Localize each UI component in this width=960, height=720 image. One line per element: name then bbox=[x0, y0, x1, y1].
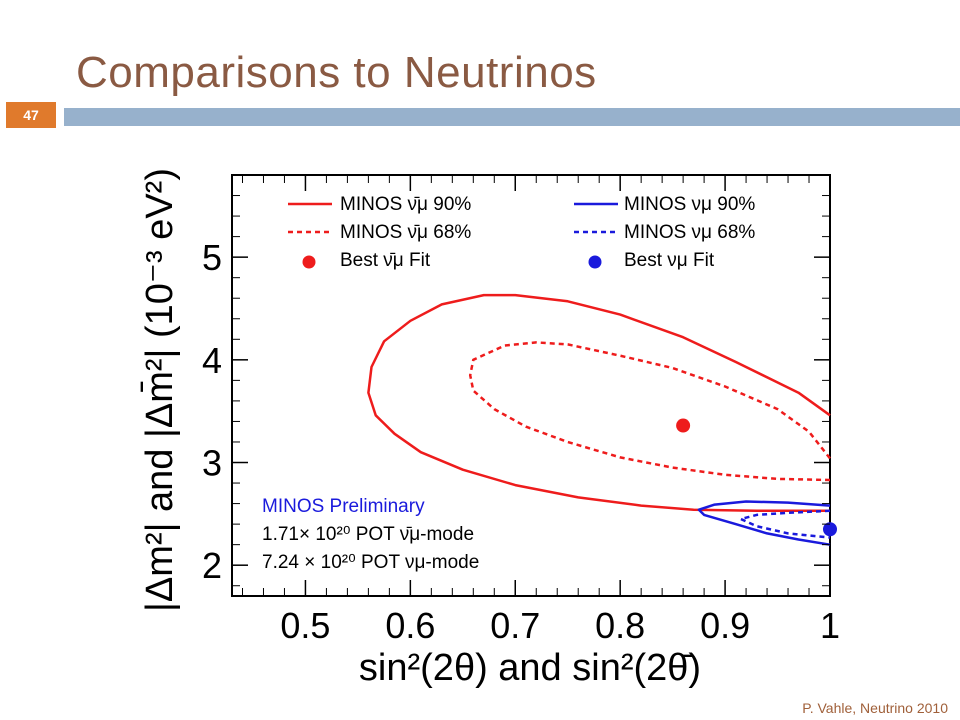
legend-entry-antinu-best: Best ν̄μ Fit bbox=[340, 250, 431, 271]
annotation-line-1: 1.71× 10²⁰ POT ν̄μ-mode bbox=[262, 524, 474, 545]
x-tick-label: 0.8 bbox=[595, 605, 645, 646]
preliminary-annotation: MINOS Preliminary 1.71× 10²⁰ POT ν̄μ-mod… bbox=[262, 496, 479, 573]
best-fit-nu-point bbox=[823, 522, 837, 537]
title-accent-bar bbox=[64, 108, 960, 126]
legend-marker-antinu-best bbox=[302, 255, 316, 269]
legend-marker-nu-best bbox=[588, 255, 602, 269]
x-tick-label: 0.6 bbox=[385, 605, 435, 646]
y-tick-label: 4 bbox=[202, 340, 222, 381]
legend-entry-nu-68: MINOS νμ 68% bbox=[624, 222, 755, 243]
legend: MINOS ν̄μ 90% MINOS ν̄μ 68% Best ν̄μ Fit… bbox=[288, 194, 755, 271]
legend-entry-antinu-68: MINOS ν̄μ 68% bbox=[340, 222, 471, 243]
best-fit-antinu-point bbox=[676, 418, 691, 433]
y-axis-label: |Δm²| and |Δm̄²| (10⁻³ eV²) bbox=[139, 168, 181, 612]
x-tick-label: 1 bbox=[820, 605, 840, 646]
legend-entry-antinu-90: MINOS ν̄μ 90% bbox=[340, 194, 471, 215]
contour-antinu-90 bbox=[367, 293, 831, 513]
slide-number: 47 bbox=[6, 102, 56, 128]
x-axis-label: sin²(2θ) and sin²(2θ̄) bbox=[359, 647, 701, 689]
annotation-line-2: 7.24 × 10²⁰ POT νμ-mode bbox=[262, 552, 479, 573]
contour-nu-90 bbox=[697, 500, 831, 546]
x-tick-label: 0.5 bbox=[280, 605, 330, 646]
y-tick-label: 5 bbox=[202, 237, 222, 278]
footer-credit: P. Vahle, Neutrino 2010 bbox=[802, 700, 948, 716]
plot-frame bbox=[231, 174, 831, 597]
y-tick-label: 2 bbox=[202, 545, 222, 586]
legend-entry-nu-90: MINOS νμ 90% bbox=[624, 194, 755, 215]
slide-title: Comparisons to Neutrinos bbox=[76, 48, 597, 97]
contour-antinu-68 bbox=[468, 341, 831, 482]
y-tick-label: 3 bbox=[202, 443, 222, 484]
annotation-title: MINOS Preliminary bbox=[262, 496, 425, 517]
contour-nu-68 bbox=[739, 509, 831, 539]
x-tick-label: 0.9 bbox=[700, 605, 750, 646]
x-tick-label: 0.7 bbox=[490, 605, 540, 646]
legend-entry-nu-best: Best νμ Fit bbox=[624, 250, 715, 271]
